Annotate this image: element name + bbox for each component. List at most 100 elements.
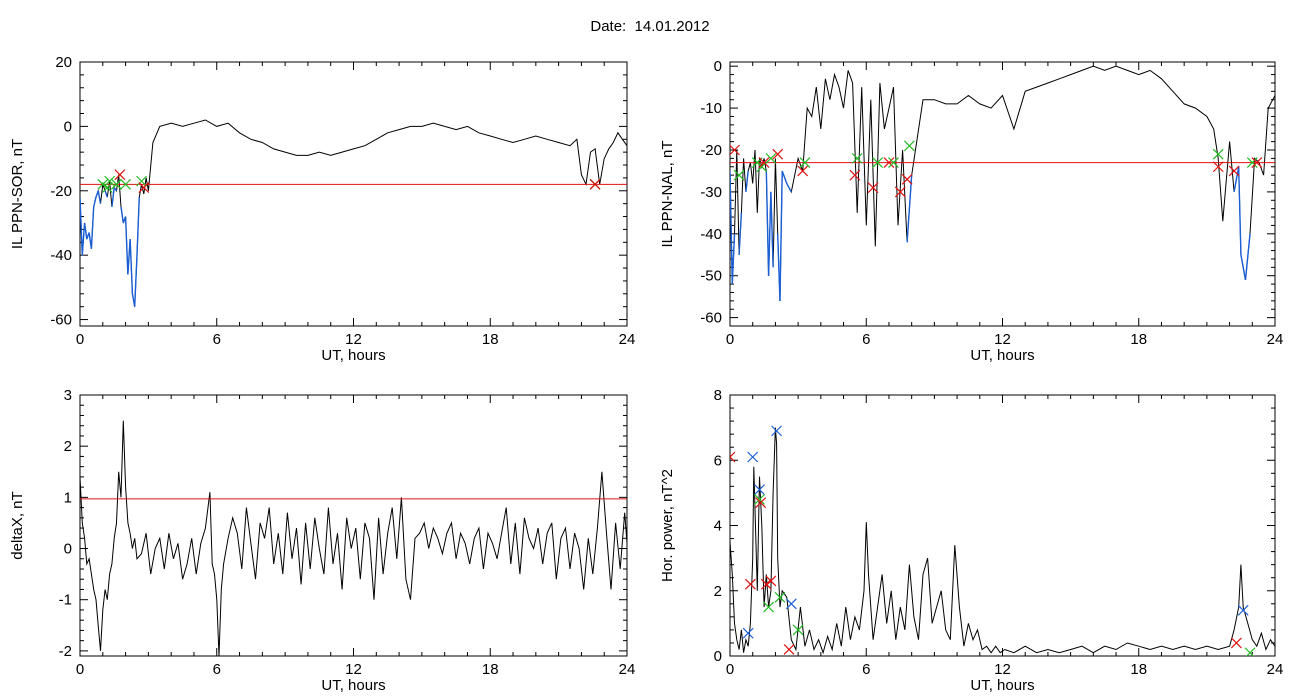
below-threshold-segment: [83, 222, 88, 240]
below-threshold-segment: [97, 190, 102, 204]
below-threshold-segment: [92, 197, 97, 208]
chart-panel-2: 0 6 12 18 24 -60 -50 -40 -30 -20 -10 0 UT, hours IL P…: [659, 58, 1283, 364]
plot-frame: [729, 61, 1276, 327]
data-marker: [903, 140, 915, 152]
plot-area: [80, 119, 627, 307]
below-threshold-segment: [80, 197, 83, 256]
y-tick-label: -20: [50, 183, 72, 200]
data-marker: [104, 175, 116, 187]
data-marker: [760, 578, 772, 590]
data-marker: [849, 169, 861, 181]
data-marker: [888, 157, 899, 168]
y-tick-label: -40: [700, 226, 722, 243]
below-threshold-segment: [81, 222, 86, 256]
y-axis-label: IL PPN-NAL, nT: [659, 141, 676, 248]
data-marker: [138, 182, 150, 193]
below-threshold-segment: [136, 197, 140, 256]
data-marker: [792, 624, 804, 636]
x-tick-label: 12: [345, 331, 362, 348]
x-tick-label: 18: [482, 661, 499, 678]
data-marker: [754, 493, 765, 505]
data-marker: [101, 182, 113, 193]
data-marker: [730, 144, 740, 156]
plot-frame: [729, 394, 1276, 657]
y-tick-label: -60: [50, 312, 72, 329]
data-marker: [797, 165, 809, 177]
data-marker: [901, 173, 913, 185]
data-marker: [742, 627, 754, 639]
below-threshold-segment: [113, 187, 118, 192]
below-threshold-segment: [1240, 254, 1247, 281]
y-tick-label: 20: [55, 54, 72, 71]
y-tick-label: -30: [700, 184, 722, 201]
data-marker: [765, 575, 777, 587]
data-marker: [733, 169, 745, 181]
data-marker: [1212, 161, 1224, 173]
data-marker: [589, 178, 601, 190]
y-tick-label: -1: [59, 592, 72, 609]
data-marker: [1237, 604, 1249, 616]
data-marker: [747, 451, 759, 463]
x-tick-label: 18: [482, 331, 499, 348]
data-marker: [783, 644, 795, 655]
data-marker: [772, 148, 784, 160]
y-tick-label: 2: [714, 583, 722, 600]
data-line: [730, 427, 1275, 655]
x-tick-label: 12: [345, 661, 362, 678]
y-axis-label: Hor. power, nT^2: [659, 469, 676, 582]
data-marker: [799, 157, 811, 168]
x-tick-label: 18: [1130, 661, 1147, 678]
data-marker: [1246, 157, 1258, 168]
y-tick-label: -20: [700, 142, 722, 159]
below-threshold-segment: [129, 239, 134, 294]
data-marker: [97, 178, 109, 190]
y-tick-label: 1: [64, 489, 72, 506]
data-marker: [1228, 165, 1240, 177]
y-tick-label: -60: [700, 310, 722, 327]
data-marker: [1212, 148, 1224, 160]
below-threshold-segment: [90, 206, 95, 249]
y-tick-label: 4: [714, 518, 722, 535]
x-tick-label: 24: [1267, 331, 1284, 348]
below-threshold-segment: [1237, 166, 1242, 255]
x-tick-label: 0: [726, 661, 734, 678]
x-tick-label: 0: [76, 331, 84, 348]
below-threshold-segment: [770, 191, 774, 268]
data-line: [80, 119, 627, 307]
x-tick-label: 24: [619, 661, 636, 678]
below-threshold-segment: [134, 255, 138, 307]
data-marker: [774, 591, 786, 603]
data-marker: [883, 157, 895, 168]
x-tick-label: 6: [862, 331, 870, 348]
x-tick-label: 24: [619, 331, 636, 348]
below-threshold-segment: [781, 170, 788, 184]
x-tick-label: 6: [213, 661, 221, 678]
y-axis-label: deltaX, nT: [9, 491, 26, 559]
data-marker: [763, 601, 775, 613]
data-marker: [771, 425, 782, 437]
y-tick-label: 2: [64, 438, 72, 455]
x-axis-label: UT, hours: [970, 347, 1034, 364]
y-tick-label: -50: [700, 268, 722, 285]
y-tick-label: 0: [714, 58, 722, 75]
below-threshold-segment: [731, 233, 736, 285]
y-tick-label: -10: [700, 100, 722, 117]
data-marker: [851, 152, 863, 164]
plot-area: [730, 65, 1275, 301]
plot-area: [80, 420, 627, 656]
y-tick-label: 0: [64, 541, 72, 558]
y-tick-label: 8: [714, 387, 722, 404]
data-marker: [872, 157, 884, 168]
below-threshold-segment: [738, 212, 743, 255]
below-threshold-segment: [765, 170, 770, 276]
data-marker: [765, 152, 777, 164]
data-marker: [111, 178, 122, 190]
x-axis-label: UT, hours: [970, 677, 1034, 694]
data-marker: [136, 175, 147, 187]
below-threshold-segment: [124, 216, 129, 275]
plot-frame: [79, 394, 628, 657]
plot-area: [730, 425, 1275, 656]
below-threshold-segment: [104, 190, 109, 198]
